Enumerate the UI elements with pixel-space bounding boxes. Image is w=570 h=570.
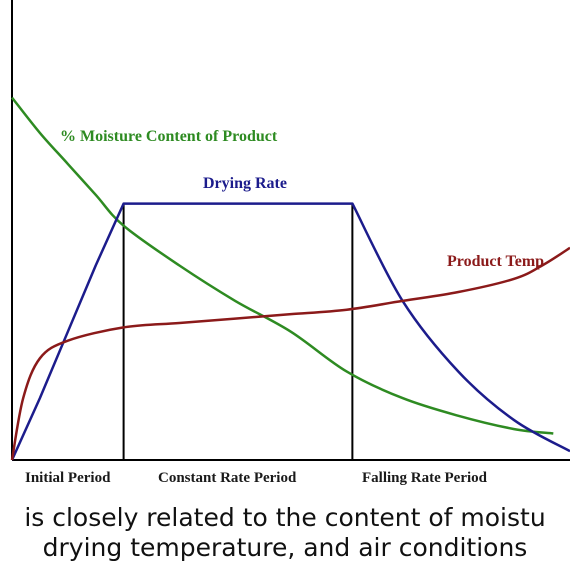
series-label-product-temp: Product Temp (447, 253, 544, 270)
chart-axes (11, 0, 570, 461)
series-label-moisture: % Moisture Content of Product (60, 128, 278, 145)
series-labels: % Moisture Content of Product Drying Rat… (60, 128, 544, 270)
period-label-initial: Initial Period (25, 470, 111, 486)
period-labels: Initial Period Constant Rate Period Fall… (25, 470, 488, 486)
series-line-moisture (11, 96, 554, 435)
series-line-drying-rate (10, 202, 570, 461)
caption-line-2: drying temperature, and air conditions (42, 533, 528, 562)
series-label-drying-rate: Drying Rate (203, 175, 287, 192)
period-dividers (122, 203, 354, 460)
caption-line-1: is closely related to the content of moi… (24, 503, 546, 532)
series-lines (10, 96, 570, 461)
period-label-constant-rate: Constant Rate Period (158, 470, 297, 486)
period-label-falling-rate: Falling Rate Period (362, 470, 488, 486)
series-line-product-temp (10, 246, 570, 461)
